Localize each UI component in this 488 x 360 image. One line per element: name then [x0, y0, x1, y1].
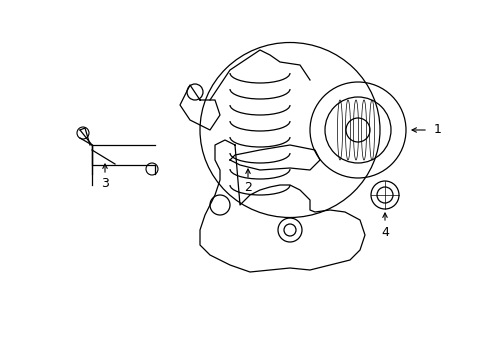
Text: 3: 3: [101, 177, 109, 190]
Text: 4: 4: [380, 226, 388, 239]
Text: 2: 2: [244, 181, 251, 194]
Text: 1: 1: [433, 123, 441, 136]
